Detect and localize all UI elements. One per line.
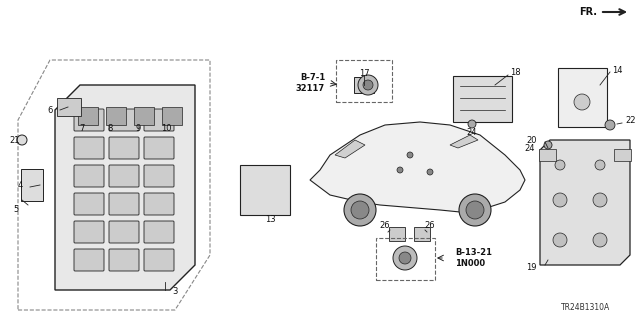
FancyBboxPatch shape [414, 227, 430, 241]
Text: 26: 26 [380, 220, 390, 229]
FancyBboxPatch shape [109, 193, 139, 215]
Circle shape [358, 75, 378, 95]
FancyBboxPatch shape [109, 109, 139, 131]
Polygon shape [450, 135, 478, 148]
Circle shape [393, 246, 417, 270]
Text: 5: 5 [13, 205, 19, 214]
Circle shape [397, 167, 403, 173]
Circle shape [555, 160, 565, 170]
Polygon shape [240, 165, 290, 215]
Circle shape [351, 201, 369, 219]
Circle shape [363, 80, 373, 90]
Text: 10: 10 [161, 124, 172, 132]
FancyBboxPatch shape [74, 221, 104, 243]
FancyBboxPatch shape [558, 68, 607, 127]
Bar [106, 107, 126, 125]
FancyBboxPatch shape [74, 109, 104, 131]
FancyBboxPatch shape [144, 193, 174, 215]
FancyBboxPatch shape [144, 249, 174, 271]
Circle shape [605, 120, 615, 130]
Bar [134, 107, 154, 125]
Text: 19: 19 [527, 263, 537, 273]
Text: 24: 24 [467, 127, 477, 137]
Circle shape [553, 193, 567, 207]
FancyBboxPatch shape [354, 77, 374, 93]
FancyBboxPatch shape [453, 76, 512, 122]
Polygon shape [540, 140, 630, 265]
Circle shape [593, 233, 607, 247]
FancyBboxPatch shape [389, 227, 405, 241]
Circle shape [17, 135, 27, 145]
FancyBboxPatch shape [109, 249, 139, 271]
Circle shape [553, 233, 567, 247]
Text: B-13-21
1N000: B-13-21 1N000 [455, 248, 492, 268]
Text: 14: 14 [612, 66, 623, 75]
FancyBboxPatch shape [21, 169, 43, 201]
FancyBboxPatch shape [144, 165, 174, 187]
FancyBboxPatch shape [109, 165, 139, 187]
Text: 18: 18 [510, 68, 520, 76]
Polygon shape [335, 140, 365, 158]
FancyBboxPatch shape [57, 98, 81, 116]
Circle shape [427, 169, 433, 175]
Bar [162, 107, 182, 125]
FancyBboxPatch shape [74, 137, 104, 159]
FancyBboxPatch shape [74, 249, 104, 271]
Circle shape [574, 94, 590, 110]
FancyBboxPatch shape [614, 149, 631, 161]
FancyBboxPatch shape [539, 149, 556, 161]
Circle shape [595, 160, 605, 170]
FancyBboxPatch shape [144, 221, 174, 243]
Text: 26: 26 [425, 220, 435, 229]
FancyBboxPatch shape [144, 137, 174, 159]
Text: 9: 9 [136, 124, 141, 132]
Circle shape [544, 141, 552, 149]
Text: 24: 24 [525, 143, 535, 153]
Text: 20: 20 [527, 135, 537, 145]
Text: 3: 3 [172, 287, 178, 297]
Text: 22: 22 [625, 116, 636, 124]
Circle shape [593, 193, 607, 207]
Text: 17: 17 [358, 68, 369, 77]
Circle shape [468, 120, 476, 128]
Text: 21: 21 [10, 135, 20, 145]
Text: 4: 4 [18, 180, 23, 189]
Text: 13: 13 [265, 215, 275, 225]
FancyBboxPatch shape [109, 221, 139, 243]
Bar [78, 107, 98, 125]
Text: B-7-1
32117: B-7-1 32117 [296, 73, 325, 93]
FancyBboxPatch shape [74, 193, 104, 215]
Text: 8: 8 [108, 124, 113, 132]
FancyBboxPatch shape [144, 109, 174, 131]
Circle shape [459, 194, 491, 226]
Text: FR.: FR. [579, 7, 597, 17]
Circle shape [466, 201, 484, 219]
Text: 6: 6 [47, 106, 52, 115]
Circle shape [344, 194, 376, 226]
Polygon shape [55, 85, 195, 290]
Text: 7: 7 [79, 124, 84, 132]
Circle shape [407, 152, 413, 158]
FancyBboxPatch shape [109, 137, 139, 159]
Circle shape [399, 252, 411, 264]
Polygon shape [310, 122, 525, 212]
FancyBboxPatch shape [74, 165, 104, 187]
Text: TR24B1310A: TR24B1310A [561, 303, 610, 313]
